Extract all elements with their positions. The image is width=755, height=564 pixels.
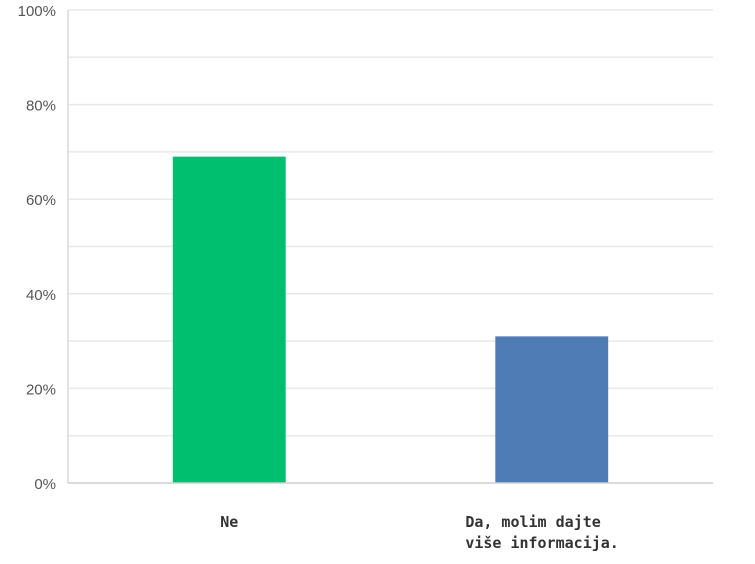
gridlines — [68, 9, 713, 437]
x-axis: Ne Da, molim dajte više informacija. — [68, 482, 713, 552]
y-tick-label: 60% — [26, 192, 56, 209]
y-tick-label: 40% — [26, 287, 56, 304]
bars — [172, 156, 609, 483]
bar[interactable] — [495, 336, 609, 483]
y-tick-label: 0% — [34, 476, 56, 493]
y-axis: 0% 20% 40% 60% 80% 100% — [18, 3, 69, 493]
y-tick-label: 20% — [26, 381, 56, 398]
y-tick-label: 100% — [18, 3, 56, 20]
x-category-label: Da, molim dajte više informacija. — [465, 513, 619, 552]
bar[interactable] — [172, 156, 286, 483]
y-tick-label: 80% — [26, 98, 56, 115]
x-category-label: Ne — [220, 513, 238, 531]
